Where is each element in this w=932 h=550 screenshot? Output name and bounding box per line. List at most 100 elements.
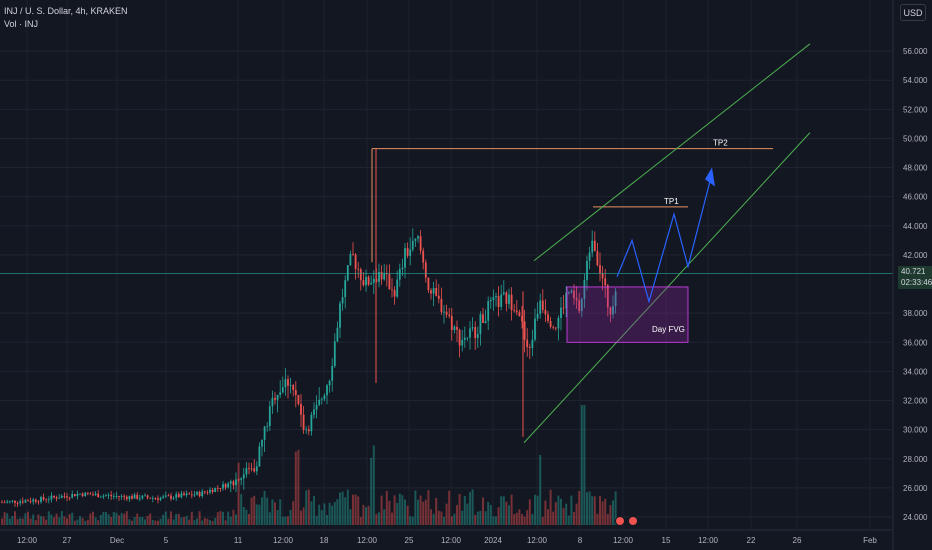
candle-body bbox=[84, 492, 87, 497]
candle-body bbox=[417, 236, 419, 239]
volume-bar bbox=[557, 495, 560, 525]
volume-bar bbox=[105, 512, 107, 525]
candle-body bbox=[14, 500, 16, 503]
time-axis-label: 8 bbox=[578, 536, 583, 545]
volume-bar bbox=[411, 516, 414, 525]
candle-body bbox=[567, 292, 570, 294]
volume-bar bbox=[458, 493, 461, 525]
volume-bar bbox=[27, 511, 29, 525]
volume-bar bbox=[453, 513, 456, 525]
candle-body bbox=[19, 501, 22, 504]
candle-body bbox=[1, 502, 3, 504]
volume-bar bbox=[578, 491, 581, 525]
volume-bar bbox=[396, 502, 399, 525]
volume-bar bbox=[333, 502, 336, 525]
projection-path bbox=[616, 173, 713, 304]
volume-bar bbox=[305, 490, 308, 525]
candle-body bbox=[219, 488, 222, 489]
price-axis-label: 34.000 bbox=[903, 367, 928, 376]
candle-body bbox=[193, 494, 196, 496]
volume-indicator-title[interactable]: Vol · INJ bbox=[4, 19, 39, 29]
candle-body bbox=[73, 494, 76, 497]
volume-bar bbox=[94, 517, 97, 525]
volume-bar bbox=[84, 520, 87, 525]
candle-body bbox=[578, 300, 581, 312]
candle-body bbox=[599, 265, 601, 274]
volume-bar bbox=[547, 509, 549, 525]
volume-bar bbox=[248, 514, 250, 525]
candle-body bbox=[92, 494, 94, 496]
volume-bar bbox=[315, 515, 318, 525]
candle-body bbox=[593, 240, 596, 252]
volume-bar bbox=[224, 520, 227, 525]
volume-bar bbox=[284, 516, 287, 525]
volume-bar bbox=[216, 512, 219, 525]
candle-body bbox=[482, 314, 484, 323]
volume-bar bbox=[141, 516, 144, 525]
drawing-tools: TP2 TP1 Day FVG bbox=[0, 43, 893, 526]
candle-body bbox=[398, 269, 401, 280]
volume-bar bbox=[346, 489, 349, 525]
price-axis-label: 52.000 bbox=[903, 105, 928, 114]
candle-body bbox=[287, 379, 289, 386]
candle-body bbox=[424, 262, 427, 278]
candle-body bbox=[612, 306, 614, 315]
candle-body bbox=[323, 395, 326, 400]
volume-bar bbox=[502, 496, 505, 525]
candle-body bbox=[484, 320, 487, 323]
volume-bar bbox=[476, 511, 479, 525]
candle-body bbox=[175, 494, 178, 498]
volume-bar bbox=[437, 510, 440, 525]
volume-bar bbox=[180, 517, 183, 525]
candle-body bbox=[279, 392, 282, 395]
symbol-title[interactable]: INJ / U. S. Dollar, 4h, KRAKEN bbox=[4, 6, 128, 16]
volume-bar bbox=[287, 516, 289, 525]
candle-body bbox=[531, 339, 534, 348]
currency-button[interactable]: USD bbox=[900, 4, 926, 21]
volume-bar bbox=[575, 503, 578, 525]
volume-bar bbox=[157, 520, 159, 525]
volume-bar bbox=[544, 500, 547, 525]
candle-body bbox=[110, 494, 113, 497]
candle-body bbox=[211, 489, 214, 492]
volume-bar bbox=[110, 516, 113, 525]
candle-body bbox=[245, 468, 248, 475]
candle-body bbox=[378, 271, 380, 282]
volume-bar bbox=[531, 513, 534, 525]
time-axis-label: 15 bbox=[662, 536, 671, 545]
volume-bar bbox=[427, 490, 430, 525]
volume-bar bbox=[352, 494, 354, 525]
candle-body bbox=[474, 327, 477, 339]
volume-bar bbox=[526, 510, 529, 525]
volume-bar bbox=[203, 517, 206, 525]
candle-body bbox=[183, 493, 185, 496]
price-axis-label: 56.000 bbox=[903, 47, 928, 56]
volume-bar bbox=[201, 520, 204, 525]
candle-body bbox=[596, 251, 599, 266]
candle-body bbox=[3, 502, 6, 504]
volume-bar bbox=[211, 520, 214, 525]
candle-body bbox=[79, 493, 81, 495]
volume-bar bbox=[206, 518, 209, 525]
volume-bar bbox=[450, 516, 453, 525]
volume-bar bbox=[445, 503, 448, 525]
candle-body bbox=[388, 274, 391, 290]
volume-bar bbox=[102, 511, 105, 525]
candle-body bbox=[333, 341, 336, 367]
candle-body bbox=[367, 276, 370, 285]
volume-bar bbox=[580, 405, 583, 525]
price-axis-label: 30.000 bbox=[903, 426, 928, 435]
volume-bar bbox=[274, 502, 276, 525]
candle-body bbox=[341, 297, 344, 304]
candle-body bbox=[141, 495, 144, 499]
candle-body bbox=[250, 468, 253, 470]
candle-body bbox=[305, 429, 308, 431]
candle-body bbox=[315, 404, 318, 410]
price-axis-label: 46.000 bbox=[903, 193, 928, 202]
volume-bar bbox=[341, 491, 344, 525]
price-axis-label: 26.000 bbox=[903, 484, 928, 493]
candle-body bbox=[128, 496, 131, 500]
volume-bar bbox=[489, 505, 492, 525]
volume-bar bbox=[16, 519, 19, 525]
